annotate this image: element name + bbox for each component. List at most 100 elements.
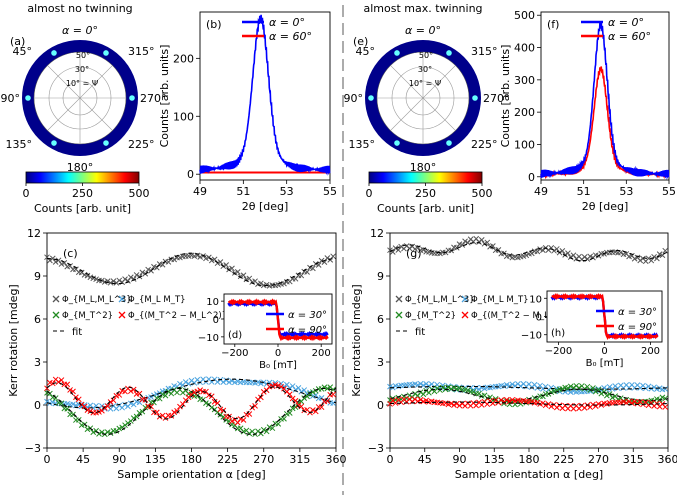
y-axis-label: Kerr rotation [mdeg] (350, 284, 363, 396)
legend-label: Φ_{M_L M_T} (471, 295, 529, 305)
x-tick-label: 55 (323, 185, 337, 198)
polar-ring-label: 30° (75, 65, 89, 74)
data-marker (565, 250, 571, 257)
y-tick-label: 0 (187, 168, 194, 181)
legend-label: Φ_{M_L M_T} (128, 295, 186, 305)
panel-label-g: (g) (406, 247, 422, 260)
data-marker (229, 418, 235, 425)
data-marker (67, 387, 73, 393)
data-marker (139, 269, 146, 276)
legend-label: Φ_{M_L,M_L^3} (405, 295, 475, 305)
legend-label: α = 0° (608, 16, 644, 29)
data-marker (240, 428, 247, 435)
y-tick-label: 12 (27, 227, 41, 240)
polar-ring-label: 10° = Ψ (409, 79, 441, 88)
y-tick-label: 9 (377, 270, 384, 283)
data-marker (234, 268, 241, 275)
data-marker (70, 401, 76, 408)
x-tick-label: 53 (619, 185, 633, 198)
alpha-label-e: α = 0° (405, 24, 441, 37)
polar-figure-a (22, 40, 138, 156)
data-marker (156, 395, 163, 402)
legend-label: α = 30° (618, 307, 657, 318)
data-marker (127, 274, 134, 281)
data-marker (165, 388, 172, 395)
data-marker (151, 399, 157, 406)
data-marker (498, 397, 505, 403)
x-tick-label: 360 (326, 453, 347, 466)
alpha-label-a: α = 0° (62, 24, 98, 37)
colorbar-title: Counts [arb. unit] (377, 202, 474, 215)
data-marker (217, 259, 224, 265)
x-tick-label: 360 (658, 453, 677, 466)
data-marker (298, 272, 305, 279)
data-marker (609, 394, 616, 401)
polar-angle-label: 180° (67, 161, 94, 174)
chart-h: −200 0 200 −10 0 10 (521, 290, 663, 357)
x-tick-label: 200 (312, 348, 331, 359)
data-marker (90, 429, 97, 436)
polar-angle-label: 90° (344, 92, 364, 105)
panel-title-a: almost no twinning (27, 2, 132, 15)
data-marker (255, 379, 261, 386)
data-marker (406, 245, 413, 252)
data-marker (321, 259, 328, 265)
y-tick-label: 3 (377, 356, 384, 369)
data-marker (58, 377, 65, 383)
legend-label: α = 30° (288, 310, 327, 321)
colorbar-e (368, 171, 483, 184)
data-marker (75, 396, 82, 403)
y-axis-label: Counts [arb. units] (158, 45, 171, 148)
legend-label: α = 60° (269, 30, 312, 43)
x-tick-label: 135 (145, 453, 166, 466)
data-marker (203, 388, 209, 395)
fit-line (47, 252, 337, 287)
data-marker (651, 384, 657, 391)
polar-grid-spoke (390, 65, 456, 131)
data-marker (252, 403, 258, 409)
polar-intensity-spot (446, 50, 452, 56)
y-tick-label: 6 (377, 313, 384, 326)
data-marker (451, 384, 457, 391)
data-marker (581, 254, 588, 260)
data-marker (127, 388, 134, 395)
data-marker (226, 413, 232, 420)
legend-marker (395, 311, 403, 319)
fit-line (46, 382, 337, 420)
data-marker (476, 386, 482, 393)
data-marker (478, 237, 485, 243)
y-tick-label: 10 (206, 297, 219, 308)
fit-line (389, 385, 669, 390)
data-marker (631, 255, 638, 262)
data-marker (330, 400, 336, 406)
data-marker (451, 402, 457, 408)
data-marker (462, 238, 468, 245)
legend-label: Φ_{(M_T^2 − M_L^2)} (471, 311, 570, 321)
legend-marker (118, 311, 126, 319)
data-marker (104, 278, 111, 284)
data-marker (509, 396, 516, 403)
data-marker (453, 244, 460, 251)
x-axis-label: B₀ [mT] (586, 358, 624, 369)
data-marker (130, 276, 137, 282)
data-marker (626, 398, 632, 405)
data-marker (49, 255, 56, 262)
data-marker (203, 400, 209, 407)
fit-line (389, 388, 669, 402)
y-tick-label: 200 (173, 52, 194, 65)
data-marker (162, 392, 169, 399)
y-tick-label: −3 (25, 442, 41, 455)
data-marker (318, 257, 325, 264)
polar-intensity-spot (472, 95, 478, 101)
polar-intensity-spot (394, 140, 400, 146)
data-marker (662, 395, 669, 402)
x-tick-label: 0 (601, 346, 607, 357)
x-tick-label: 0 (387, 453, 394, 466)
data-marker (310, 407, 316, 413)
polar-angle-label: 90° (1, 92, 21, 105)
legend-marker (461, 311, 469, 319)
legend-marker (52, 295, 60, 303)
data-marker (592, 388, 599, 395)
